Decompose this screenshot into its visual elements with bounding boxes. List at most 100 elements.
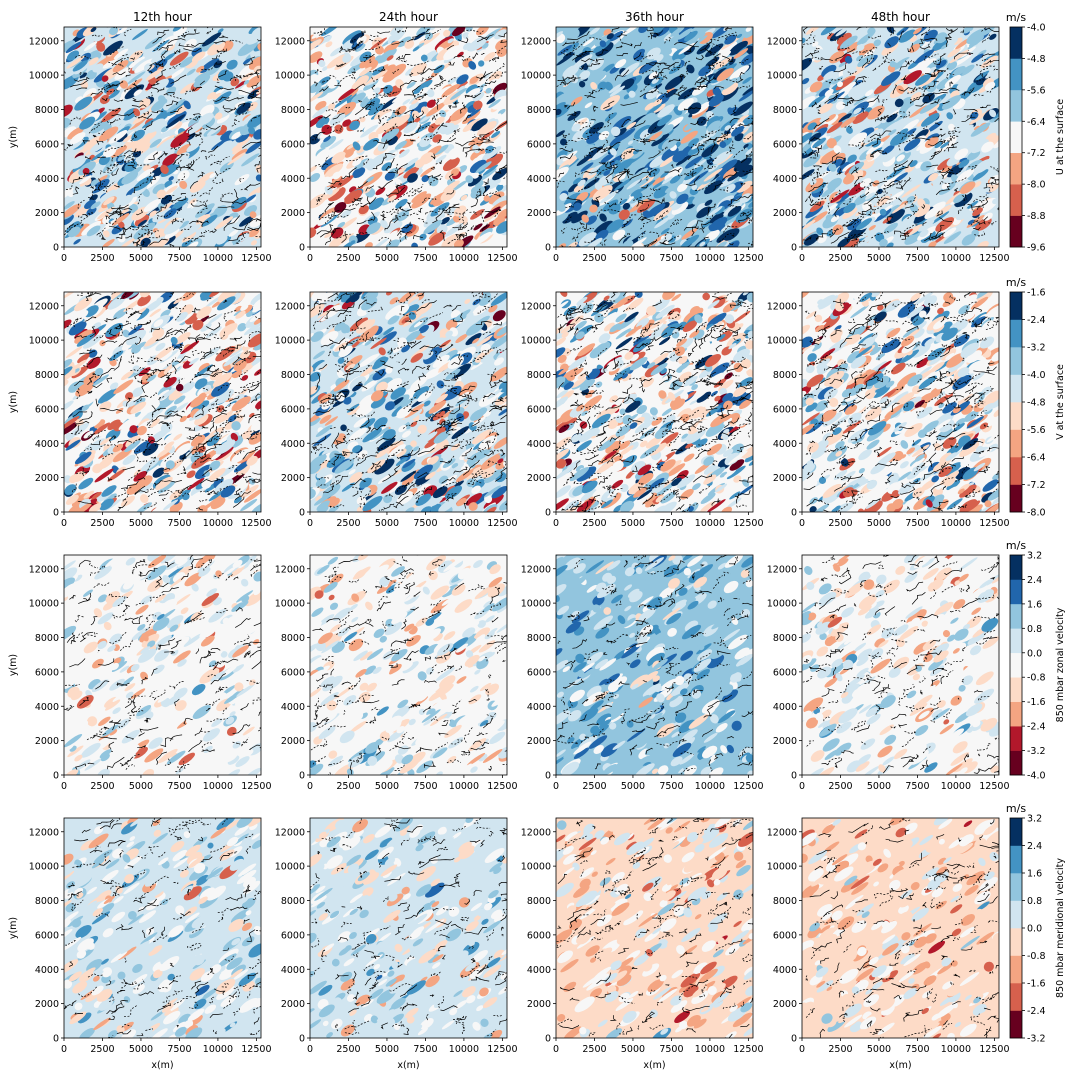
field-patch [618, 198, 628, 206]
contour-line [87, 376, 94, 385]
field-patch [452, 426, 461, 434]
contour-line [127, 311, 135, 319]
field-patch [602, 63, 615, 73]
contour-line [238, 90, 260, 96]
contour-line [165, 374, 172, 383]
field-patch [827, 177, 842, 190]
contour-line [476, 36, 488, 43]
contour-line [980, 200, 984, 208]
panel-r1-c1: 0 2500 5000 7500 10000 1250002000400060008000… [8, 10, 272, 264]
contour-line [219, 35, 229, 39]
colorbar-tick-label: -5.6 [1027, 85, 1046, 96]
contour-line [144, 448, 152, 454]
x-tick-label: 10000 [695, 253, 725, 264]
contour-line [921, 204, 926, 210]
field-patch [472, 338, 480, 344]
contour-line [733, 147, 745, 158]
field-patch [137, 219, 147, 227]
contour-line [395, 184, 401, 192]
field-patch [404, 403, 425, 418]
contour-line [881, 111, 906, 120]
contour-line [195, 405, 206, 418]
field-patch [247, 114, 261, 129]
contour-line [141, 230, 159, 236]
field-patch [92, 53, 110, 67]
contour-line [403, 85, 421, 96]
field-patch [137, 475, 153, 488]
contour-line [92, 429, 107, 442]
field-patch [613, 158, 634, 174]
contour-line [747, 216, 753, 224]
field-patch [677, 98, 694, 111]
field-patch [310, 74, 320, 84]
contour-line [72, 411, 88, 417]
contour-line [173, 492, 190, 499]
field-patch [935, 217, 955, 232]
field-patch [847, 154, 857, 163]
contour-line [119, 57, 133, 66]
field-patch [809, 179, 817, 186]
field-patch [664, 75, 685, 90]
field-patch [847, 218, 862, 231]
contour-line [432, 208, 445, 224]
field-patch [202, 384, 212, 393]
contour-line [244, 182, 261, 191]
field-patch [975, 70, 990, 81]
contour-line [232, 356, 246, 364]
contour-line [484, 209, 502, 213]
field-patch [946, 61, 958, 71]
colorbar-bin [1010, 121, 1022, 154]
field-patch [877, 188, 883, 195]
field-patch [476, 334, 493, 347]
field-patch [239, 215, 254, 227]
field-patch [444, 485, 463, 500]
contour-line [990, 166, 999, 173]
colorbar-label: U at the surface [1055, 99, 1066, 175]
field-patch [829, 50, 845, 64]
contour-line [345, 372, 349, 383]
field-patch [164, 432, 178, 443]
field-patch [886, 242, 894, 247]
contour-line [65, 183, 73, 190]
contour-line [114, 184, 120, 188]
contour-line [176, 208, 182, 214]
contour-line [936, 210, 943, 217]
field-patch [403, 166, 420, 179]
contour-line [132, 239, 141, 244]
field-patch [811, 182, 827, 194]
contour-line [132, 83, 142, 89]
field-patch [400, 330, 414, 340]
field-patch [329, 497, 340, 507]
contour-line [228, 464, 238, 470]
contour-line [85, 292, 93, 297]
field-patch [941, 95, 962, 110]
contour-line [477, 446, 487, 453]
field-patch [186, 140, 201, 153]
contour-line [943, 135, 957, 152]
field-patch [726, 195, 742, 207]
contour-line [475, 321, 492, 326]
contour-line [320, 398, 333, 404]
field-patch [467, 36, 488, 52]
contour-line [915, 94, 930, 101]
x-tick-label: 7500 [905, 253, 929, 264]
contour-line [109, 119, 117, 126]
field-patch [974, 217, 992, 231]
field-patch [867, 27, 876, 36]
contour-line [157, 47, 169, 64]
field-patch [99, 94, 111, 105]
contour-line [949, 81, 954, 87]
contour-line [939, 128, 943, 131]
contour-line [710, 33, 734, 41]
field-patch [148, 310, 163, 321]
contour-line [81, 471, 89, 477]
contour-line [191, 307, 201, 313]
field-patch [456, 497, 467, 507]
contour-line [64, 61, 68, 74]
field-patch [206, 435, 220, 447]
contour-line [854, 166, 859, 174]
contour-line [401, 54, 405, 62]
field-patch [237, 40, 258, 57]
field-patch [158, 481, 176, 494]
contour-line [132, 351, 135, 358]
